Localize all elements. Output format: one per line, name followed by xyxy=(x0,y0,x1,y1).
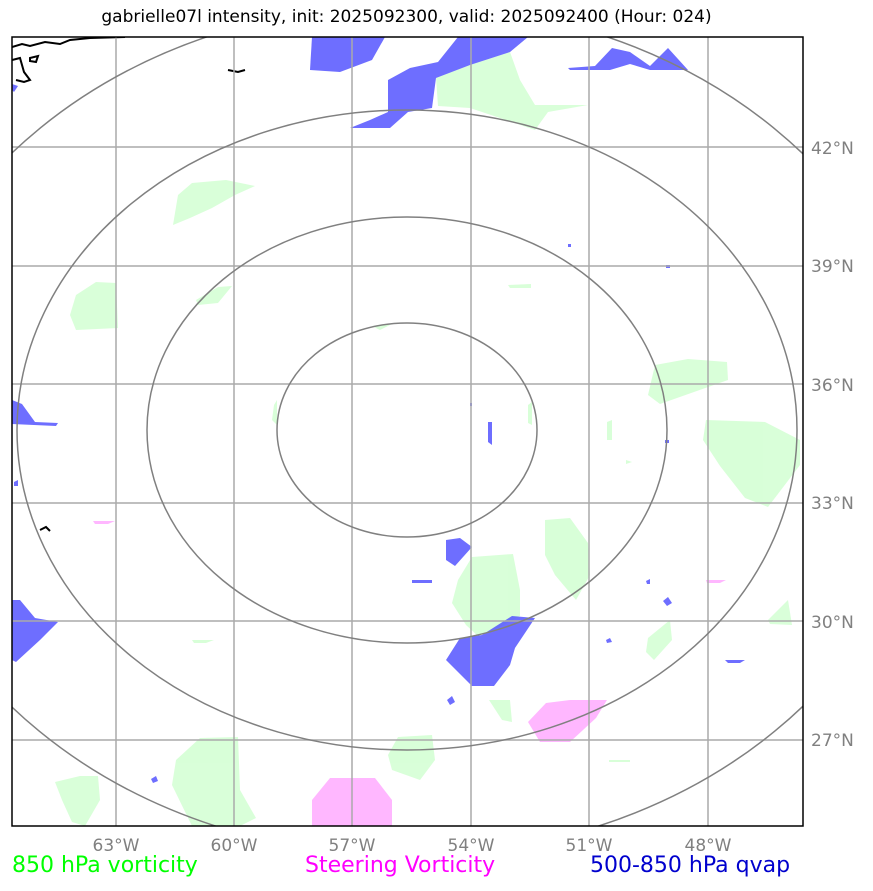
qvap-area xyxy=(446,538,472,566)
vorticity-850-areas xyxy=(55,52,800,826)
qvap-area xyxy=(568,48,688,70)
legend-steering-vorticity: Steering Vorticity xyxy=(305,853,496,878)
qvap-area xyxy=(725,660,745,663)
lat-tick-label: 42°N xyxy=(811,139,854,159)
coastline xyxy=(39,525,51,532)
legend-vorticity-850: 850 hPa vorticity xyxy=(12,853,198,878)
qvap-areas xyxy=(12,37,745,783)
graticule xyxy=(12,37,803,826)
qvap-area xyxy=(310,37,385,72)
vorticity-area xyxy=(528,402,532,425)
vorticity-area xyxy=(55,776,100,826)
qvap-area xyxy=(606,638,612,643)
longitude-tick-labels: 63°W 60°W 57°W 54°W 51°W 48°W xyxy=(93,836,732,856)
qvap-area xyxy=(412,580,432,583)
coastlines xyxy=(12,37,246,532)
coastline xyxy=(12,37,126,84)
lon-tick-label: 51°W xyxy=(566,836,613,856)
qvap-area xyxy=(151,776,158,783)
coastline xyxy=(227,69,246,74)
vorticity-area xyxy=(172,737,256,826)
lon-tick-label: 54°W xyxy=(448,836,495,856)
steering-area xyxy=(93,521,115,524)
qvap-area xyxy=(568,244,571,247)
vorticity-area xyxy=(508,284,531,288)
range-ring-3 xyxy=(16,109,798,751)
vorticity-area xyxy=(70,282,118,330)
lon-tick-label: 57°W xyxy=(329,836,376,856)
lat-tick-label: 33°N xyxy=(811,494,854,514)
steering-area xyxy=(706,580,726,583)
qvap-area xyxy=(12,600,58,662)
qvap-area xyxy=(646,579,650,584)
vorticity-area xyxy=(703,420,800,507)
vorticity-area xyxy=(607,420,612,440)
vorticity-area xyxy=(609,760,630,762)
map-title: gabrielle07l intensity, init: 2025092300… xyxy=(101,7,712,27)
range-ring-2 xyxy=(146,216,668,644)
qvap-area xyxy=(350,37,528,128)
vorticity-area xyxy=(196,286,232,305)
legend-qvap: 500-850 hPa qvap xyxy=(590,853,791,878)
lat-tick-label: 27°N xyxy=(811,731,854,751)
vorticity-area xyxy=(646,620,672,660)
lon-tick-label: 60°W xyxy=(211,836,258,856)
vorticity-area xyxy=(388,735,435,780)
vorticity-area xyxy=(272,400,277,425)
qvap-area xyxy=(12,400,58,426)
qvap-area xyxy=(447,696,455,705)
vorticity-area xyxy=(436,52,588,130)
qvap-area xyxy=(12,84,18,92)
lon-tick-label: 48°W xyxy=(685,836,732,856)
range-rings xyxy=(12,37,803,826)
vorticity-area xyxy=(489,700,512,722)
vorticity-area xyxy=(545,518,590,600)
qvap-area xyxy=(14,480,18,486)
map-frame xyxy=(11,36,804,827)
lat-tick-label: 36°N xyxy=(811,376,854,396)
qvap-area xyxy=(446,616,535,686)
range-ring-1 xyxy=(276,322,538,538)
coastline xyxy=(29,54,40,64)
latitude-tick-labels: 42°N 39°N 36°N 33°N 30°N 27°N xyxy=(811,139,854,751)
vorticity-area xyxy=(626,460,632,464)
vorticity-area xyxy=(192,640,214,643)
vorticity-area xyxy=(452,554,520,636)
vorticity-area xyxy=(768,600,792,625)
lat-tick-label: 39°N xyxy=(811,257,854,277)
qvap-area xyxy=(488,422,492,445)
qvap-area xyxy=(663,597,672,606)
lat-tick-label: 30°N xyxy=(811,613,854,633)
lon-tick-label: 63°W xyxy=(93,836,140,856)
